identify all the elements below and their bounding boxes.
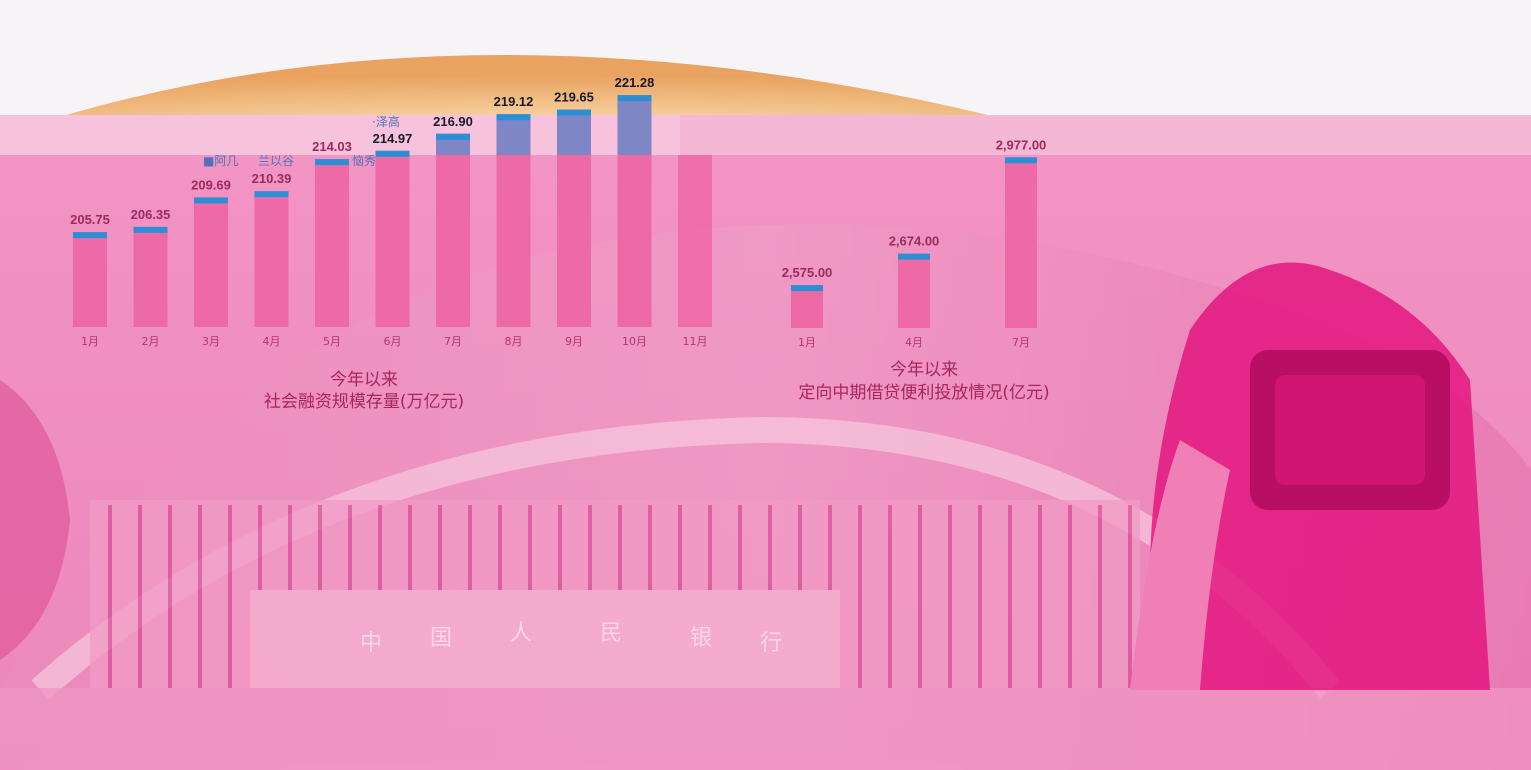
bar: [133, 226, 168, 327]
bar: [315, 159, 349, 327]
tick-label: 9月: [565, 335, 583, 348]
bar: [678, 155, 712, 327]
value-label: 219.65: [554, 90, 594, 105]
sign-char: 银: [690, 626, 714, 651]
bar-cap: [254, 191, 289, 198]
bar: [254, 191, 289, 327]
value-label: 2,674.00: [889, 234, 940, 249]
bar-top: [557, 109, 591, 155]
bar-cap: [496, 114, 531, 121]
left-photo: [0, 380, 70, 660]
value-label: 216.90: [433, 114, 473, 129]
building: [0, 500, 1531, 770]
bar-cap: [898, 253, 930, 260]
bar-cap: [375, 150, 410, 157]
legend-item: 兰以谷: [258, 154, 294, 168]
value-label: 221.28: [615, 75, 655, 90]
bar-cap: [194, 197, 228, 204]
bar-cap: [557, 109, 591, 116]
chart-social-financing: 205.75 1月 206.35 2月 209.69 3月 210.39 4月 214.03 5月…: [70, 75, 712, 412]
bar: [898, 253, 930, 328]
tick-label: 1月: [798, 336, 816, 349]
bar: [436, 133, 470, 327]
value-label: 214.03: [312, 139, 352, 154]
tick-label: 11月: [683, 335, 708, 348]
value-label: 205.75: [70, 212, 110, 227]
sign-char: 中: [360, 631, 384, 656]
chart-subtitle: 定向中期借贷便利投放情况(亿元): [798, 383, 1049, 403]
tick-label: 5月: [323, 335, 341, 348]
tick-label: 7月: [1012, 336, 1030, 349]
bar-cap: [436, 133, 470, 140]
bar-cap: [1005, 157, 1037, 164]
sign-char: 国: [430, 626, 454, 651]
tick-label: 3月: [202, 335, 220, 348]
bar-top: [617, 95, 652, 155]
bar-cap: [617, 95, 652, 102]
tick-label: 1月: [81, 335, 99, 348]
legend-item: 恼秀: [352, 154, 376, 168]
building-sign: 中 国 人 民 银 行: [360, 621, 784, 656]
bar: [791, 285, 823, 328]
value-label: 209.69: [191, 177, 231, 192]
value-label: 2,575.00: [782, 265, 833, 280]
value-label: 219.12: [494, 94, 534, 109]
sign-char: 行: [760, 631, 784, 656]
annotation: ·泽高: [372, 114, 400, 129]
tick-label: 7月: [444, 335, 462, 348]
value-label: 2,977.00: [996, 137, 1047, 152]
sign-char: 人: [510, 621, 534, 646]
bar: [73, 232, 107, 327]
chart-subtitle: 社会融资规模存量(万亿元): [264, 392, 464, 412]
value-label: 214.97: [373, 131, 413, 146]
tick-label: 2月: [142, 335, 160, 348]
bar-cap: [73, 232, 107, 239]
bar-cap: [133, 226, 168, 233]
bar-cap: [791, 285, 823, 292]
bar: [375, 150, 410, 327]
tick-label: 4月: [263, 335, 281, 348]
legend: ■阿几 兰以谷 恼秀 ·泽高: [203, 114, 400, 168]
tick-label: 10月: [622, 335, 647, 348]
chart-title: 今年以来: [330, 370, 398, 390]
tick-label: 8月: [505, 335, 523, 348]
legend-item: ■阿几: [203, 154, 238, 168]
chart-tmlf: 2,575.00 1月 2,674.00 4月 2,977.00 7月 今年以来 定向中期…: [782, 137, 1050, 403]
bar-top: [496, 114, 531, 155]
value-label: 210.39: [252, 171, 292, 186]
bar-cap: [315, 159, 349, 166]
chart-title: 今年以来: [890, 360, 958, 380]
value-label: 206.35: [131, 207, 171, 222]
person-photo: [1130, 262, 1490, 690]
tick-label: 4月: [905, 336, 923, 349]
bar: [194, 197, 228, 327]
tick-label: 6月: [384, 335, 402, 348]
sign-char: 民: [600, 621, 624, 646]
bar: [1005, 157, 1037, 328]
